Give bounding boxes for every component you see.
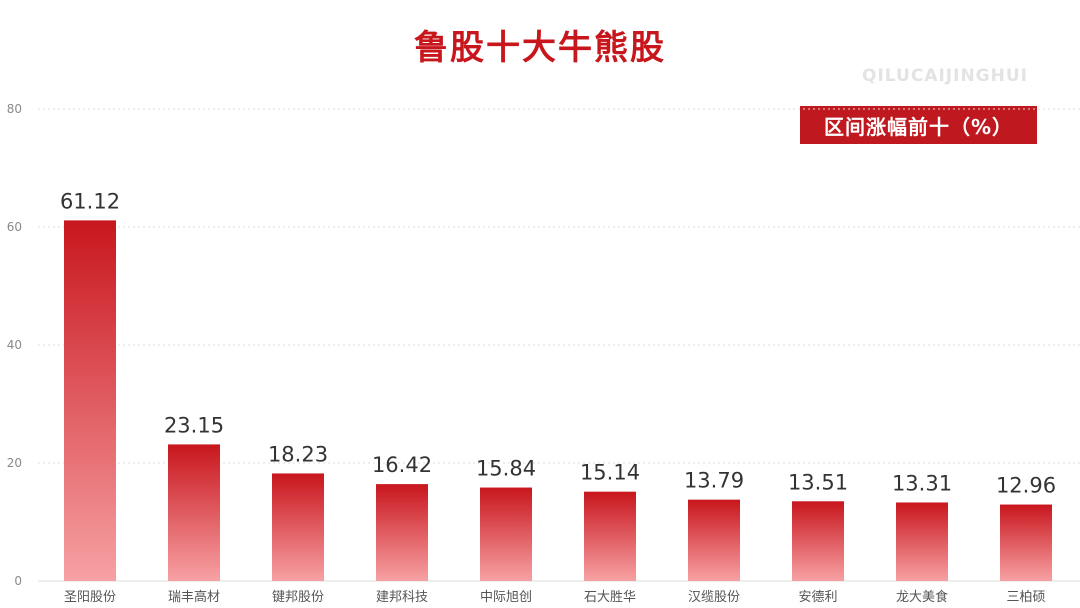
- bar: [688, 499, 740, 581]
- watermark: QILUCAIJINGHUI: [862, 66, 1028, 86]
- x-tick-label: 三柏硕: [1006, 590, 1045, 605]
- data-label: 13.51: [788, 470, 848, 494]
- bar: [376, 484, 428, 581]
- bar: [272, 473, 324, 581]
- x-tick-label: 安德利: [798, 590, 837, 605]
- data-label: 13.31: [892, 471, 952, 495]
- x-axis: 圣阳股份 瑞丰高材 键邦股份 建邦科技 中际旭创 石大胜华 汉缆股份 安德利 龙大美食 三柏硕: [64, 589, 1046, 605]
- y-axis: 0 20 40 60 80: [7, 102, 22, 588]
- legend-badge: 区间涨幅前十（%）: [800, 106, 1037, 144]
- x-tick-label: 瑞丰高材: [168, 589, 220, 605]
- x-tick-label: 中际旭创: [480, 590, 532, 605]
- data-label: 15.84: [476, 457, 536, 481]
- bar: [480, 487, 532, 581]
- data-label: 23.15: [164, 413, 224, 437]
- bar: [584, 491, 636, 581]
- x-tick-label: 龙大美食: [896, 589, 948, 605]
- chart-title: 鲁股十大牛熊股: [414, 28, 666, 68]
- x-tick-label: 键邦股份: [272, 590, 324, 605]
- y-tick-label: 60: [7, 220, 22, 234]
- bar: [64, 220, 116, 581]
- data-label: 12.96: [996, 474, 1056, 498]
- y-tick-label: 40: [7, 338, 22, 352]
- data-labels: 61.12 23.15 18.23 16.42 15.84 15.14 13.79 13.51…: [60, 189, 1056, 497]
- y-tick-label: 0: [14, 574, 22, 588]
- data-label: 18.23: [268, 442, 328, 466]
- x-tick-label: 建邦科技: [376, 590, 428, 605]
- bar: [896, 502, 948, 581]
- data-label: 16.42: [372, 453, 432, 477]
- data-label: 13.79: [684, 469, 744, 493]
- bar: [792, 501, 844, 581]
- x-tick-label: 圣阳股份: [64, 590, 116, 605]
- data-label: 15.14: [580, 461, 640, 485]
- y-tick-label: 20: [7, 456, 22, 470]
- bar: [168, 444, 220, 581]
- data-label: 61.12: [60, 189, 120, 213]
- x-tick-label: 石大胜华: [584, 590, 636, 605]
- bar: [1000, 504, 1052, 581]
- y-tick-label: 80: [7, 102, 22, 116]
- x-tick-label: 汉缆股份: [688, 589, 740, 605]
- bars: [64, 220, 1052, 581]
